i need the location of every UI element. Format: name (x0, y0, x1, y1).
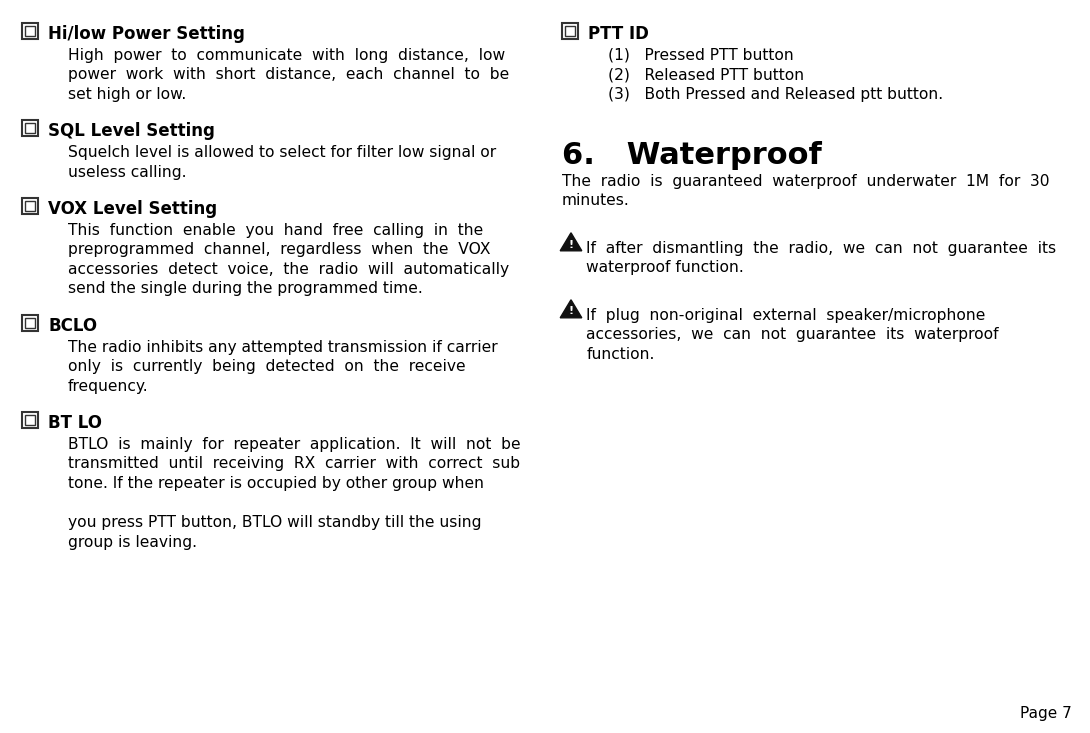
Text: tone. If the repeater is occupied by other group when: tone. If the repeater is occupied by oth… (68, 476, 484, 491)
Text: BTLO  is  mainly  for  repeater  application.  It  will  not  be: BTLO is mainly for repeater application.… (68, 437, 521, 452)
Polygon shape (560, 300, 582, 318)
Text: preprogrammed  channel,  regardless  when  the  VOX: preprogrammed channel, regardless when t… (68, 243, 490, 257)
Text: High  power  to  communicate  with  long  distance,  low: High power to communicate with long dist… (68, 48, 505, 63)
Text: useless calling.: useless calling. (68, 165, 186, 180)
Text: set high or low.: set high or low. (68, 86, 186, 102)
Text: SQL Level Setting: SQL Level Setting (48, 122, 215, 140)
Text: BT LO: BT LO (48, 414, 102, 432)
Bar (562, 23, 578, 39)
Polygon shape (560, 233, 582, 251)
Text: accessories  detect  voice,  the  radio  will  automatically: accessories detect voice, the radio will… (68, 262, 509, 277)
Bar (25, 26, 35, 36)
Text: Squelch level is allowed to select for filter low signal or: Squelch level is allowed to select for f… (68, 145, 496, 160)
Text: Hi/low Power Setting: Hi/low Power Setting (48, 25, 245, 43)
Text: transmitted  until  receiving  RX  carrier  with  correct  sub: transmitted until receiving RX carrier w… (68, 457, 520, 471)
Text: send the single during the programmed time.: send the single during the programmed ti… (68, 281, 423, 296)
Bar (22, 315, 38, 331)
Bar (25, 123, 35, 133)
Text: accessories,  we  can  not  guarantee  its  waterproof: accessories, we can not guarantee its wa… (586, 328, 998, 342)
Text: BCLO: BCLO (48, 317, 97, 335)
Bar (22, 198, 38, 214)
Text: Page 7: Page 7 (1020, 706, 1071, 721)
Bar (22, 23, 38, 39)
Bar (25, 415, 35, 425)
Bar (25, 201, 35, 211)
Text: waterproof function.: waterproof function. (586, 260, 744, 276)
Text: If  plug  non-original  external  speaker/microphone: If plug non-original external speaker/mi… (586, 308, 985, 323)
Text: minutes.: minutes. (562, 194, 630, 208)
Text: VOX Level Setting: VOX Level Setting (48, 200, 217, 218)
Text: This  function  enable  you  hand  free  calling  in  the: This function enable you hand free calli… (68, 223, 483, 238)
Text: !: ! (569, 240, 573, 249)
Text: group is leaving.: group is leaving. (68, 534, 197, 550)
Bar (25, 318, 35, 328)
Bar (565, 26, 576, 36)
Text: function.: function. (586, 347, 655, 362)
Bar (22, 120, 38, 136)
Text: (1)   Pressed PTT button: (1) Pressed PTT button (608, 48, 794, 63)
Text: The radio inhibits any attempted transmission if carrier: The radio inhibits any attempted transmi… (68, 339, 498, 355)
Text: (2)   Released PTT button: (2) Released PTT button (608, 67, 804, 82)
Text: (3)   Both Pressed and Released ptt button.: (3) Both Pressed and Released ptt button… (608, 86, 943, 102)
Text: If  after  dismantling  the  radio,  we  can  not  guarantee  its: If after dismantling the radio, we can n… (586, 241, 1056, 256)
Text: PTT ID: PTT ID (588, 25, 649, 43)
Text: you press PTT button, BTLO will standby till the using: you press PTT button, BTLO will standby … (68, 515, 482, 530)
Text: The  radio  is  guaranteed  waterproof  underwater  1M  for  30: The radio is guaranteed waterproof under… (562, 174, 1050, 189)
Text: power  work  with  short  distance,  each  channel  to  be: power work with short distance, each cha… (68, 67, 509, 82)
Bar (22, 412, 38, 428)
Text: only  is  currently  being  detected  on  the  receive: only is currently being detected on the … (68, 359, 465, 375)
Text: frequency.: frequency. (68, 379, 148, 394)
Text: 6.   Waterproof: 6. Waterproof (562, 141, 822, 170)
Text: !: ! (569, 306, 573, 317)
